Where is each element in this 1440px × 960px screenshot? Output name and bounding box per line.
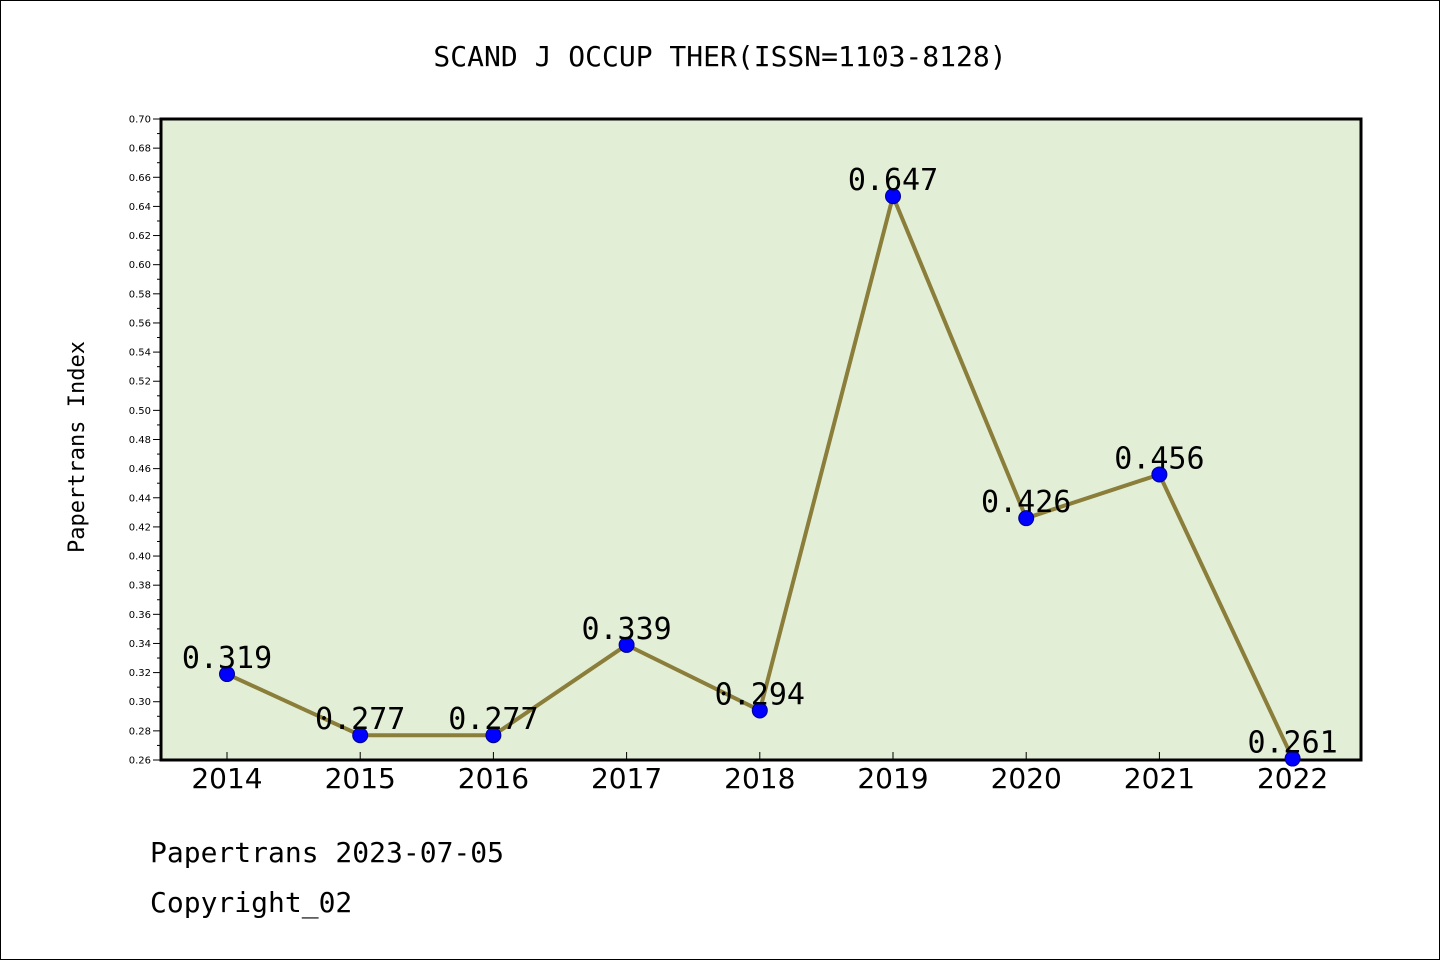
footer-copyright: Copyright_02 <box>150 886 353 919</box>
y-tick-label: 0.40 <box>129 552 151 563</box>
x-tick-label: 2021 <box>1124 762 1195 795</box>
x-tick-label: 2016 <box>458 762 529 795</box>
x-tick-label: 2015 <box>325 762 396 795</box>
data-label: 0.294 <box>715 677 805 712</box>
data-point-marker <box>485 727 502 744</box>
y-tick-label: 0.58 <box>129 289 151 300</box>
data-label: 0.339 <box>581 612 671 647</box>
y-tick-label: 0.32 <box>129 668 151 679</box>
markers-group <box>219 188 1301 767</box>
y-tick-label: 0.44 <box>129 493 151 504</box>
y-axis: 0.26 0.28 0.30 0.32 0.34 0.36 0.38 0.40 0.42 0.44… <box>129 115 161 767</box>
y-tick-label: 0.38 <box>129 581 151 592</box>
data-point-marker <box>751 702 768 719</box>
data-point-marker <box>352 727 369 744</box>
data-point-marker <box>618 636 635 653</box>
x-axis: 2014 2015 2016 2017 2018 2019 2020 2021 2022 <box>191 752 1328 795</box>
y-tick-label: 0.36 <box>129 610 151 621</box>
data-label: 0.277 <box>315 702 405 737</box>
data-labels-group: 0.319 0.277 0.277 0.339 0.294 0.647 0.426 0.456… <box>182 163 1338 760</box>
footer-date: Papertrans 2023-07-05 <box>150 836 505 869</box>
chart-title: SCAND J OCCUP THER(ISSN=1103-8128) <box>433 40 1006 73</box>
plot-area <box>159 117 1363 762</box>
data-label: 0.261 <box>1247 726 1337 761</box>
x-tick-label: 2018 <box>724 762 795 795</box>
x-tick-label: 2017 <box>591 762 662 795</box>
y-tick-label: 0.70 <box>129 115 151 126</box>
y-tick-label: 0.34 <box>129 639 151 650</box>
data-point-marker <box>885 188 901 205</box>
data-label: 0.277 <box>448 702 538 737</box>
y-tick-label: 0.62 <box>129 231 151 242</box>
y-tick-label: 0.26 <box>129 756 151 767</box>
data-label: 0.319 <box>182 641 272 676</box>
y-tick-label: 0.66 <box>129 173 151 184</box>
data-label: 0.647 <box>848 163 938 198</box>
x-tick-label: 2019 <box>857 762 928 795</box>
x-tick-label: 2020 <box>991 762 1062 795</box>
y-tick-label: 0.52 <box>129 377 151 388</box>
x-tick-label: 2014 <box>191 762 262 795</box>
y-tick-label: 0.60 <box>129 260 151 271</box>
data-point-marker <box>219 666 235 683</box>
y-tick-label: 0.54 <box>129 348 151 359</box>
y-tick-label: 0.28 <box>129 726 151 737</box>
y-axis-label: Papertrans Index <box>65 341 90 553</box>
y-tick-label: 0.56 <box>129 318 151 329</box>
y-tick-label: 0.68 <box>129 144 151 155</box>
data-point-marker <box>1151 466 1168 483</box>
y-tick-label: 0.50 <box>129 406 151 417</box>
y-tick-label: 0.42 <box>129 522 151 533</box>
data-point-marker <box>1284 750 1301 767</box>
y-tick-label: 0.46 <box>129 464 151 475</box>
x-tick-label: 2022 <box>1257 762 1328 795</box>
data-label: 0.426 <box>981 485 1071 520</box>
y-tick-label: 0.48 <box>129 435 151 446</box>
data-point-marker <box>1018 510 1035 527</box>
y-tick-label: 0.30 <box>129 697 151 708</box>
data-label: 0.456 <box>1114 441 1204 476</box>
y-tick-label: 0.64 <box>129 202 151 213</box>
